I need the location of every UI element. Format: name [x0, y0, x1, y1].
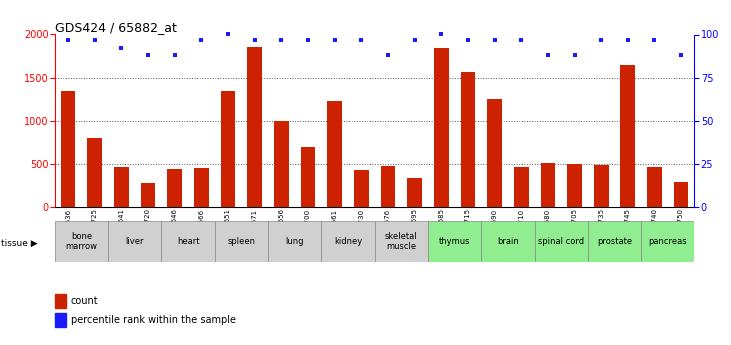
Bar [61, 91, 75, 207]
Bar [481, 221, 534, 262]
Text: pancreas: pancreas [648, 237, 687, 246]
Text: lung: lung [285, 237, 304, 246]
Text: tissue ▶: tissue ▶ [1, 239, 38, 248]
Bar [108, 221, 162, 262]
Bar [461, 71, 475, 207]
Bar [514, 167, 529, 207]
Bar [407, 178, 422, 207]
Bar [221, 90, 235, 207]
Bar [641, 221, 694, 262]
Text: brain: brain [497, 237, 519, 246]
Bar [141, 183, 156, 207]
Text: liver: liver [126, 237, 144, 246]
Text: count: count [71, 296, 99, 306]
Text: GDS424 / 65882_at: GDS424 / 65882_at [55, 21, 177, 34]
Bar [588, 221, 641, 262]
Bar [55, 313, 67, 327]
Text: spinal cord: spinal cord [538, 237, 584, 246]
Bar [167, 169, 182, 207]
Bar [534, 221, 588, 262]
Bar [354, 170, 368, 207]
Bar [428, 221, 481, 262]
Bar [88, 138, 102, 207]
Bar [381, 166, 395, 207]
Bar [300, 147, 315, 207]
Bar [674, 182, 689, 207]
Bar [434, 48, 449, 207]
Bar [55, 221, 108, 262]
Bar [322, 221, 374, 262]
Text: spleen: spleen [227, 237, 255, 246]
Bar [567, 164, 582, 207]
Bar [327, 101, 342, 207]
Bar [162, 221, 215, 262]
Bar [247, 47, 262, 207]
Bar [55, 294, 67, 308]
Bar [374, 221, 428, 262]
Text: bone
marrow: bone marrow [66, 232, 97, 251]
Text: skeletal
muscle: skeletal muscle [385, 232, 417, 251]
Bar [540, 163, 556, 207]
Bar [114, 167, 129, 207]
Text: kidney: kidney [334, 237, 362, 246]
Bar [647, 167, 662, 207]
Bar [215, 221, 268, 262]
Text: thymus: thymus [439, 237, 470, 246]
Bar [194, 168, 209, 207]
Bar [594, 165, 608, 207]
Bar [274, 121, 289, 207]
Text: prostate: prostate [597, 237, 632, 246]
Text: percentile rank within the sample: percentile rank within the sample [71, 315, 236, 325]
Bar [488, 99, 502, 207]
Bar [268, 221, 322, 262]
Bar [621, 65, 635, 207]
Text: heart: heart [177, 237, 200, 246]
